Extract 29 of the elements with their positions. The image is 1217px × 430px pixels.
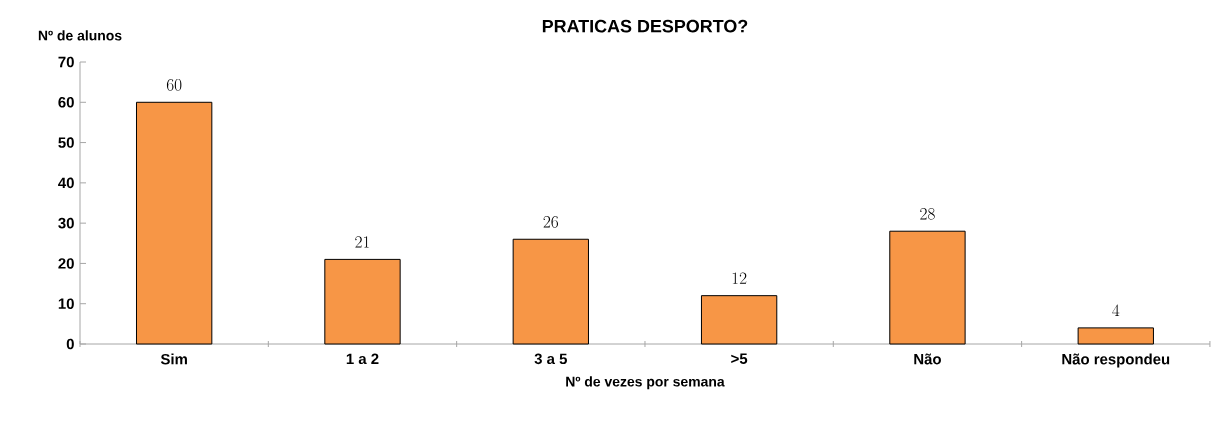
bar bbox=[324, 258, 401, 345]
bar bbox=[1077, 327, 1154, 345]
y-tick-label: 50 bbox=[58, 137, 74, 148]
y-tick-label: 30 bbox=[58, 217, 74, 229]
chart-title: PRATICAS DESPORTO? bbox=[542, 19, 748, 33]
x-tick-label: 3 a 5 bbox=[534, 353, 567, 365]
data-label: 28 bbox=[920, 208, 935, 220]
y-tick-label: 60 bbox=[58, 97, 74, 108]
bar bbox=[512, 238, 589, 345]
x-tick-label: Não bbox=[914, 353, 941, 365]
data-label: 21 bbox=[355, 236, 370, 248]
data-label: 26 bbox=[543, 216, 559, 228]
y-axis-title: Nº de alunos bbox=[38, 30, 122, 41]
data-label: 60 bbox=[166, 79, 182, 91]
x-axis-title: Nº de vezes por semana bbox=[566, 376, 725, 390]
bar bbox=[889, 230, 966, 345]
bar bbox=[136, 101, 213, 345]
y-tick-label: 10 bbox=[58, 298, 74, 309]
x-tick-label: >5 bbox=[731, 353, 748, 364]
x-tick-label: 1 a 2 bbox=[346, 353, 379, 365]
y-tick-label: 70 bbox=[58, 56, 74, 68]
y-tick-label: 40 bbox=[58, 177, 74, 189]
y-tick-label: 20 bbox=[58, 258, 74, 269]
x-tick-label: Não respondeu bbox=[1062, 353, 1170, 368]
data-label: 4 bbox=[1112, 304, 1120, 317]
bar bbox=[700, 295, 778, 345]
x-tick-label: Sim bbox=[160, 353, 187, 365]
y-tick-label: 0 bbox=[66, 338, 74, 350]
data-label: 12 bbox=[732, 272, 747, 284]
